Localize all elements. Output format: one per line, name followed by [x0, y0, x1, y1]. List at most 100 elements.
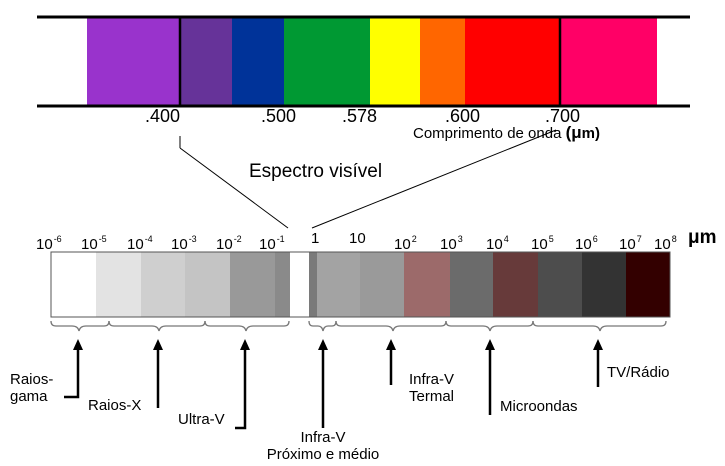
- visible-tick-label: .400: [145, 106, 181, 126]
- scale-exponent: 6: [592, 234, 598, 244]
- pointer-infra-termal: [386, 339, 396, 385]
- em-segment: [309, 252, 317, 317]
- em-scale-label: 10-1: [259, 230, 285, 254]
- em-segment: [230, 252, 275, 317]
- label-raios-gama: Raios- gama: [10, 371, 53, 405]
- em-scale-label: 10: [349, 230, 366, 248]
- visible-tick-label: .500: [261, 106, 297, 126]
- em-segment: [360, 252, 404, 317]
- em-segment: [493, 252, 538, 317]
- scale-base: 10: [440, 236, 457, 253]
- zoom-connector-right: [311, 129, 557, 229]
- scale-exponent: -2: [233, 234, 242, 244]
- em-scale-label: 103: [440, 230, 463, 254]
- scale-base: 10: [531, 236, 548, 253]
- label-line: Infra-V: [300, 429, 346, 446]
- bracket-infra-termal: [335, 320, 447, 332]
- wavelength-caption: Comprimento de onda: [413, 125, 562, 142]
- bracket-raios-gama: [50, 320, 110, 332]
- visible-tick-label: .578: [342, 106, 378, 126]
- label-infra-proximo: Infra-V Próximo e médio: [258, 429, 388, 463]
- scale-exponent: 5: [548, 234, 554, 244]
- region-brackets: [50, 320, 667, 332]
- em-segment: [290, 252, 309, 317]
- visible-spectrum-title: Espectro visível: [249, 161, 383, 182]
- em-unit-label: μm: [688, 227, 717, 248]
- em-segment: [51, 252, 96, 317]
- label-line: Próximo e médio: [266, 446, 380, 463]
- unit-m: m): [581, 125, 601, 142]
- scale-base: 10: [259, 236, 276, 253]
- scale-exponent: 3: [457, 234, 463, 244]
- em-segment: [582, 252, 626, 317]
- label-line: Raios-: [10, 371, 54, 388]
- bracket-ultra-v: [204, 320, 290, 332]
- label-line: gama: [10, 388, 48, 405]
- scale-base: 10: [81, 236, 98, 253]
- scale-base: 10: [575, 236, 592, 253]
- em-segment: [626, 252, 670, 317]
- em-scale-label: 10-2: [216, 230, 242, 254]
- scale-base: 10: [36, 236, 53, 253]
- visible-band: [284, 17, 370, 106]
- em-scale-label: 102: [394, 230, 417, 254]
- scale-base: 10: [394, 236, 411, 253]
- visible-band: [87, 17, 180, 106]
- label-microondas: Microondas: [500, 398, 578, 415]
- visible-tick-label: .700: [545, 106, 581, 126]
- scale-base: 10: [486, 236, 503, 253]
- scale-exponent: -6: [53, 234, 62, 244]
- em-scale-label: 1: [311, 230, 319, 248]
- visible-band: [420, 17, 465, 106]
- em-scale-label: 104: [486, 230, 509, 254]
- scale-exponent: -1: [276, 234, 285, 244]
- scale-base: 10: [127, 236, 144, 253]
- label-infra-termal: Infra-V Termal: [409, 371, 454, 405]
- unit-paren: (: [565, 123, 572, 142]
- bracket-tv-radio: [532, 320, 667, 332]
- bracket-infra-proximo: [308, 320, 337, 332]
- unit-mu: μ: [571, 123, 582, 142]
- em-segment: [538, 252, 582, 317]
- scale-base: 10: [619, 236, 636, 253]
- visible-band: [560, 17, 657, 106]
- em-segment: [404, 252, 450, 317]
- visible-band: [465, 17, 560, 106]
- scale-exponent: 2: [411, 234, 417, 244]
- scale-base: 10: [654, 236, 671, 253]
- em-scale-label: 106: [575, 230, 598, 254]
- em-segment: [450, 252, 493, 317]
- wavelength-unit-label: Comprimento de onda (μm): [413, 124, 600, 142]
- em-bar-outline: [50, 251, 671, 318]
- visible-band: [370, 17, 420, 106]
- scale-exponent: 8: [671, 234, 677, 244]
- pointer-ultra-v: [235, 339, 250, 430]
- bracket-microondas: [445, 320, 534, 332]
- pointer-raios-gama: [64, 339, 83, 399]
- em-scale-label: 10-6: [36, 230, 62, 254]
- label-line: Termal: [409, 388, 455, 405]
- pointer-infra-proximo: [318, 339, 328, 428]
- visible-band: [232, 17, 284, 106]
- label-ultra-v: Ultra-V: [178, 411, 225, 428]
- em-scale-label: 10-4: [127, 230, 153, 254]
- scale-base: 10: [349, 230, 366, 247]
- pointer-microondas: [485, 339, 495, 415]
- visible-band: [180, 17, 232, 106]
- em-scale-label: 107: [619, 230, 642, 254]
- scale-exponent: -5: [98, 234, 107, 244]
- visible-tick-label: .600: [445, 106, 481, 126]
- em-scale-label: 105: [531, 230, 554, 254]
- label-line: Infra-V: [409, 371, 455, 388]
- em-segment: [141, 252, 185, 317]
- visible-spectrum-bar: [37, 15, 690, 108]
- region-pointers: [64, 339, 603, 430]
- em-scale-label: 10-5: [81, 230, 107, 254]
- scale-base: 1: [311, 230, 320, 247]
- scale-exponent: 7: [636, 234, 642, 244]
- label-raios-x: Raios-X: [88, 397, 142, 414]
- scale-exponent: -3: [188, 234, 197, 244]
- pointer-raios-x: [153, 339, 163, 408]
